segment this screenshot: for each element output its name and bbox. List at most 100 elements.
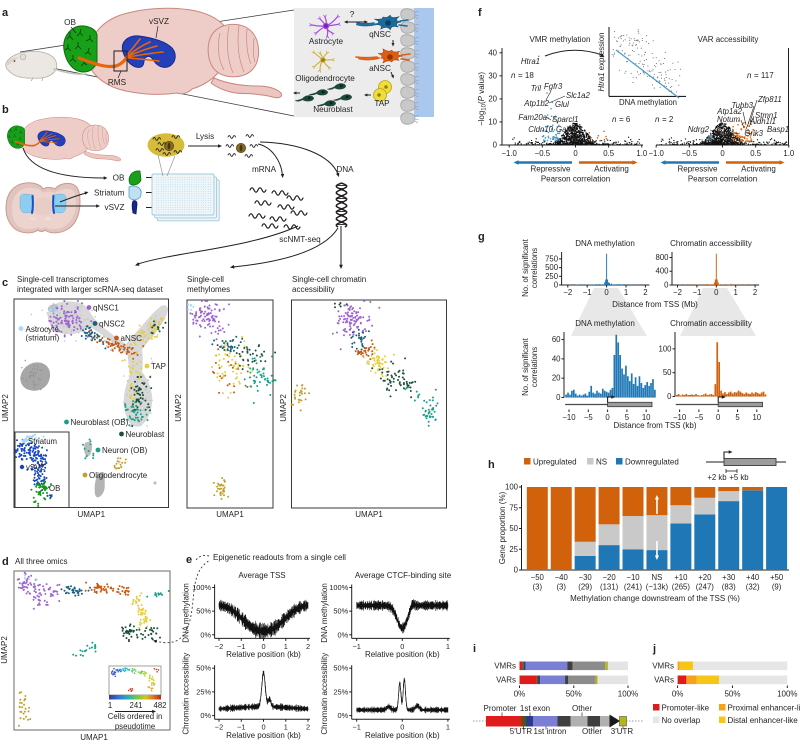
svg-text:Single-cell: Single-cell xyxy=(187,275,224,284)
svg-text:UMAP2: UMAP2 xyxy=(174,394,183,422)
svg-text:−10: −10 xyxy=(562,413,576,422)
svg-text:0%: 0% xyxy=(200,711,211,720)
svg-text:2: 2 xyxy=(306,723,310,732)
svg-text:DNA methylation: DNA methylation xyxy=(575,319,635,328)
svg-text:Htra1: Htra1 xyxy=(521,57,540,66)
svg-text:VAR accessibility: VAR accessibility xyxy=(698,35,759,44)
svg-text:1.0: 1.0 xyxy=(783,149,795,158)
svg-text:NS: NS xyxy=(596,458,607,467)
svg-text:Neuron (OB): Neuron (OB) xyxy=(102,446,148,455)
svg-text:250: 250 xyxy=(545,272,559,281)
svg-text:(~13k): (~13k) xyxy=(646,583,669,592)
svg-text:Neuroblast: Neuroblast xyxy=(126,430,165,439)
svg-text:100: 100 xyxy=(658,344,672,353)
svg-text:UMAP2: UMAP2 xyxy=(279,394,288,422)
svg-text:800: 800 xyxy=(655,253,669,262)
svg-text:Oligodendrocyte: Oligodendrocyte xyxy=(295,74,355,83)
svg-text:g: g xyxy=(478,231,485,243)
svg-text:aNSC: aNSC xyxy=(369,64,391,73)
svg-text:Ndrg2: Ndrg2 xyxy=(688,125,710,134)
svg-text:RMS: RMS xyxy=(108,78,127,87)
svg-text:2: 2 xyxy=(753,288,757,297)
svg-text:50%: 50% xyxy=(333,607,348,616)
svg-text:Promoter-like: Promoter-like xyxy=(662,704,710,713)
svg-text:1: 1 xyxy=(734,288,738,297)
svg-text:−1.0: −1.0 xyxy=(501,149,517,158)
svg-text:−0.5: −0.5 xyxy=(682,149,698,158)
svg-text:Distal enhancer-like: Distal enhancer-like xyxy=(728,716,799,725)
svg-text:Activating: Activating xyxy=(594,165,629,174)
svg-text:0%: 0% xyxy=(672,690,684,699)
svg-text:f: f xyxy=(478,7,482,19)
svg-text:100: 100 xyxy=(505,483,519,492)
svg-text:methylomes: methylomes xyxy=(187,285,230,294)
svg-text:1st intron: 1st intron xyxy=(534,727,567,736)
svg-text:correlations: correlations xyxy=(530,248,539,288)
svg-text:Cldn10: Cldn10 xyxy=(528,125,553,134)
svg-text:−40: −40 xyxy=(555,573,569,582)
svg-text:0%: 0% xyxy=(338,711,349,720)
svg-text:1: 1 xyxy=(446,642,450,651)
svg-text:0: 0 xyxy=(714,288,719,297)
svg-text:50%: 50% xyxy=(196,607,211,616)
svg-text:Average CTCF-binding site: Average CTCF-binding site xyxy=(355,571,452,580)
svg-text:= 117: = 117 xyxy=(754,71,774,80)
svg-text:a: a xyxy=(2,7,9,19)
svg-text:= 18: = 18 xyxy=(518,71,534,80)
svg-text:h: h xyxy=(488,459,495,471)
svg-text:25: 25 xyxy=(509,545,518,554)
svg-text:+30: +30 xyxy=(722,573,736,582)
svg-text:vSVZ: vSVZ xyxy=(26,463,45,472)
svg-text:1: 1 xyxy=(624,288,628,297)
svg-text:50%: 50% xyxy=(333,664,348,673)
svg-text:50: 50 xyxy=(509,524,518,533)
svg-text:Other: Other xyxy=(572,704,592,713)
svg-text:Atp1b2: Atp1b2 xyxy=(523,99,549,108)
svg-text:aNSC: aNSC xyxy=(121,334,143,343)
svg-text:40: 40 xyxy=(488,48,497,57)
svg-text:accessibility: accessibility xyxy=(292,285,335,294)
svg-text:0: 0 xyxy=(605,413,610,422)
svg-text:0: 0 xyxy=(514,566,519,575)
svg-text:0: 0 xyxy=(720,149,725,158)
svg-text:0.5: 0.5 xyxy=(603,149,615,158)
svg-text:+20: +20 xyxy=(698,573,712,582)
svg-text:Lysis: Lysis xyxy=(196,132,214,141)
svg-text:0: 0 xyxy=(573,149,578,158)
svg-text:(29): (29) xyxy=(578,583,592,592)
svg-text:UMAP2: UMAP2 xyxy=(0,636,9,664)
svg-text:b: b xyxy=(2,104,9,116)
svg-text:−30: −30 xyxy=(579,573,593,582)
svg-text:correlations: correlations xyxy=(530,347,539,387)
svg-text:Sparcl1: Sparcl1 xyxy=(552,115,578,124)
svg-text:(265): (265) xyxy=(672,583,691,592)
svg-text:Tubb3: Tubb3 xyxy=(731,101,753,110)
svg-text:−2: −2 xyxy=(563,288,572,297)
svg-text:500: 500 xyxy=(545,263,559,272)
svg-text:integrated with larger scRNA-s: integrated with larger scRNA-seq dataset xyxy=(17,285,164,294)
svg-text:−10: −10 xyxy=(626,573,640,582)
svg-text:0: 0 xyxy=(604,288,609,297)
svg-text:100%: 100% xyxy=(777,690,797,699)
svg-text:VMRs: VMRs xyxy=(652,662,674,671)
svg-text:−5: −5 xyxy=(584,413,594,422)
svg-text:Promoter: Promoter xyxy=(484,704,517,713)
svg-text:25%: 25% xyxy=(333,687,348,696)
svg-text:5: 5 xyxy=(735,413,740,422)
svg-text:Fgfr3: Fgfr3 xyxy=(544,82,563,91)
svg-text:Average TSS: Average TSS xyxy=(238,571,285,580)
svg-text:UMAP1: UMAP1 xyxy=(355,510,383,519)
svg-text:75: 75 xyxy=(509,503,518,512)
svg-text:−1.0: −1.0 xyxy=(648,149,664,158)
svg-text:1.0: 1.0 xyxy=(636,149,648,158)
svg-text:(241): (241) xyxy=(624,583,643,592)
svg-text:400: 400 xyxy=(655,267,669,276)
svg-text:Chromatin accessibility: Chromatin accessibility xyxy=(320,653,329,735)
svg-text:Cells ordered in: Cells ordered in xyxy=(108,712,163,721)
svg-text:−1: −1 xyxy=(583,288,592,297)
svg-text:Chromatin accessibility: Chromatin accessibility xyxy=(182,653,191,735)
svg-text:241: 241 xyxy=(129,701,142,710)
svg-text:n: n xyxy=(511,71,516,80)
svg-text:= 2: = 2 xyxy=(662,115,674,124)
svg-text:(247): (247) xyxy=(696,583,715,592)
